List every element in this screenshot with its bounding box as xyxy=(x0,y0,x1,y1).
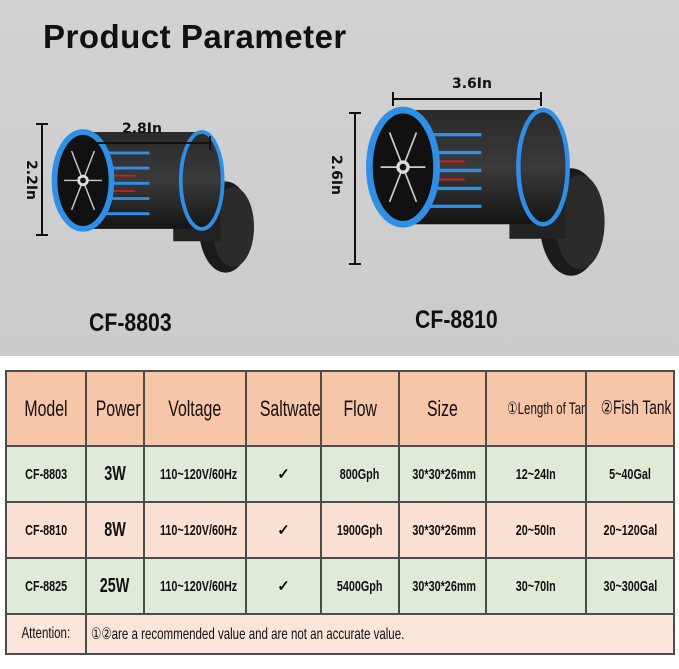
width-label: 3.6In xyxy=(452,76,492,92)
header-cell: Model xyxy=(5,370,87,447)
cell-size: 30*30*26mm xyxy=(398,445,487,503)
width-label: 2.8In xyxy=(122,121,162,137)
header-cell: Saltwater xyxy=(245,370,322,447)
cell-saltwater: ✓ xyxy=(245,501,322,559)
cell-tank-length: 20~50In xyxy=(485,501,587,559)
table-header-row: Model Power Voltage Saltwater Flow Size … xyxy=(5,370,675,447)
parameter-table: Model Power Voltage Saltwater Flow Size … xyxy=(5,370,675,655)
pump-cf-8803 xyxy=(55,132,255,273)
cell-flow: 1900Gph xyxy=(320,501,400,559)
cell-voltage: 110~120V/60Hz xyxy=(143,445,247,503)
cell-size: 30*30*26mm xyxy=(398,501,487,559)
cell-tank-length: 12~24In xyxy=(485,445,587,503)
dimension-lines-cf-8803 xyxy=(36,123,211,236)
cell-model: CF-8810 xyxy=(5,501,87,559)
height-label: 2.2In xyxy=(23,160,39,200)
page-title: Product Parameter xyxy=(43,18,347,55)
cell-size: 30*30*26mm xyxy=(398,557,487,615)
attention-text: ①②are a recommended value and are not an… xyxy=(85,613,675,655)
cell-power: 8W xyxy=(85,501,145,559)
cell-fish-tank: 20~120Gal xyxy=(585,501,675,559)
header-cell: Power xyxy=(85,370,145,447)
attention-label: Attention: xyxy=(5,613,87,655)
cell-flow: 5400Gph xyxy=(320,557,400,615)
cell-power: 3W xyxy=(85,445,145,503)
cell-saltwater: ✓ xyxy=(245,445,322,503)
header-cell: Flow xyxy=(320,370,400,447)
cell-saltwater: ✓ xyxy=(245,557,322,615)
height-label: 2.6In xyxy=(328,155,344,195)
pump-cf-8810 xyxy=(369,110,604,276)
model-label-cf-8810: CF-8810 xyxy=(415,306,498,334)
cell-fish-tank: 30~300Gal xyxy=(585,557,675,615)
table-row: CF-8810 8W 110~120V/60Hz ✓ 1900Gph 30*30… xyxy=(5,501,675,559)
cell-power: 25W xyxy=(85,557,145,615)
pump-illustrations: 2.8In 2.2In 3.6In 2.6In xyxy=(23,76,679,356)
dimension-lines-cf-8810 xyxy=(349,92,542,265)
model-label-cf-8803: CF-8803 xyxy=(89,309,172,337)
cell-model: CF-8803 xyxy=(5,445,87,503)
header-cell: ①Length of Tank xyxy=(485,370,587,447)
header-cell: Voltage xyxy=(143,370,247,447)
cell-model: CF-8825 xyxy=(5,557,87,615)
cell-voltage: 110~120V/60Hz xyxy=(143,501,247,559)
table-row: CF-8803 3W 110~120V/60Hz ✓ 800Gph 30*30*… xyxy=(5,445,675,503)
cell-tank-length: 30~70In xyxy=(485,557,587,615)
table-row: CF-8825 25W 110~120V/60Hz ✓ 5400Gph 30*3… xyxy=(5,557,675,615)
cell-voltage: 110~120V/60Hz xyxy=(143,557,247,615)
attention-row: Attention: ①②are a recommended value and… xyxy=(5,613,675,655)
cell-fish-tank: 5~40Gal xyxy=(585,445,675,503)
cell-flow: 800Gph xyxy=(320,445,400,503)
header-cell: ②Fish Tank xyxy=(585,370,675,447)
header-cell: Size xyxy=(398,370,487,447)
